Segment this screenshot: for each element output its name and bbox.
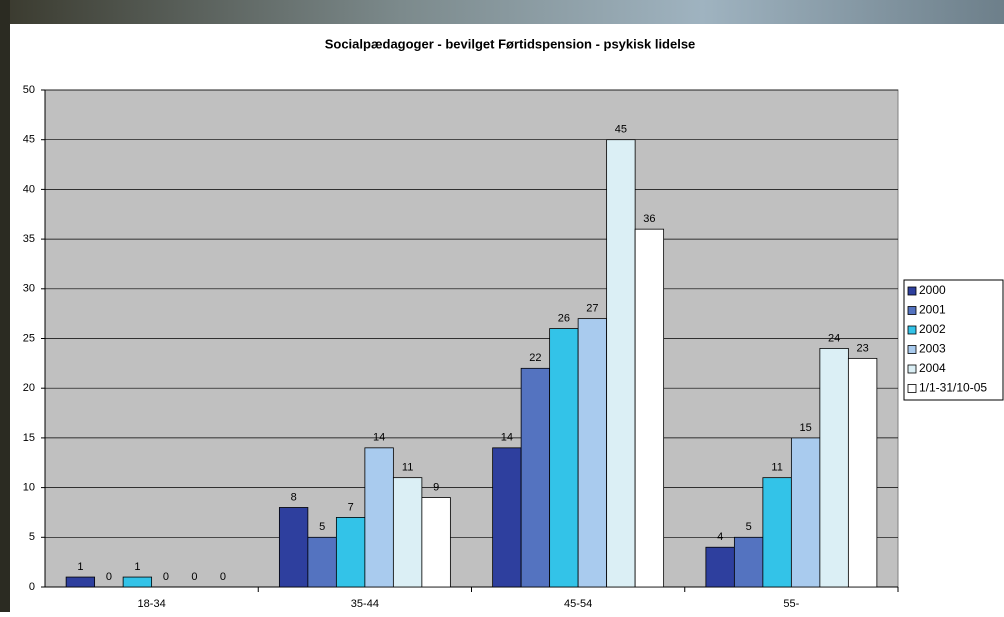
bar (308, 537, 337, 587)
x-tick-label: 55- (783, 598, 799, 610)
data-label: 27 (586, 303, 598, 315)
y-tick-label: 5 (29, 531, 35, 543)
bar (123, 577, 152, 587)
y-tick-label: 50 (23, 84, 35, 96)
chart: Socialpædagoger - bevilget Førtidspensio… (0, 0, 1004, 612)
x-tick-label: 35-44 (351, 598, 379, 610)
data-label: 8 (291, 491, 297, 503)
data-label: 11 (771, 462, 782, 474)
bar (848, 358, 877, 587)
legend-label: 2000 (919, 283, 946, 297)
bar (493, 448, 522, 587)
data-label: 14 (501, 432, 513, 444)
bar (734, 537, 763, 587)
legend-label: 2003 (919, 342, 946, 356)
bar (521, 368, 550, 587)
legend-swatch (908, 287, 916, 295)
bar (365, 448, 394, 587)
bar (66, 577, 95, 587)
y-tick-label: 40 (23, 183, 35, 195)
data-label: 1 (134, 561, 140, 573)
data-label: 5 (319, 521, 325, 533)
bar (550, 329, 579, 587)
bar (791, 438, 820, 587)
data-label: 22 (529, 352, 541, 364)
bar (607, 140, 636, 587)
data-label: 26 (558, 312, 570, 324)
data-label: 24 (828, 332, 840, 344)
data-label: 11 (402, 462, 413, 474)
data-label: 5 (746, 521, 752, 533)
bar (393, 478, 422, 587)
y-tick-label: 10 (23, 482, 35, 494)
data-label: 15 (800, 422, 812, 434)
data-label: 36 (643, 213, 655, 225)
y-tick-label: 30 (23, 283, 35, 295)
bar (763, 478, 792, 587)
data-label: 23 (857, 342, 869, 354)
legend-label: 2002 (919, 322, 946, 336)
chart-title: Socialpædagoger - bevilget Førtidspensio… (325, 36, 696, 51)
data-label: 14 (373, 432, 385, 444)
legend-swatch (908, 346, 916, 354)
data-label: 7 (348, 501, 354, 513)
y-tick-label: 45 (23, 134, 35, 146)
data-label: 4 (717, 531, 723, 543)
legend-swatch (908, 326, 916, 334)
bar (336, 517, 365, 587)
data-label: 9 (433, 481, 439, 493)
bar (279, 507, 308, 587)
legend-swatch (908, 307, 916, 315)
background-photo (0, 0, 10, 612)
background-photo (0, 0, 1004, 24)
data-label: 0 (106, 571, 112, 583)
y-tick-label: 25 (23, 332, 35, 344)
legend-label: 2004 (919, 361, 946, 375)
x-tick-label: 18-34 (138, 598, 166, 610)
bar (422, 498, 451, 587)
data-label: 1 (77, 561, 83, 573)
page: Socialpædagoger - bevilget Førtidspensio… (0, 0, 1004, 612)
y-tick-label: 35 (23, 233, 35, 245)
bar (635, 229, 664, 587)
data-label: 0 (163, 571, 169, 583)
data-label: 0 (220, 571, 226, 583)
y-tick-label: 0 (29, 581, 35, 593)
y-tick-label: 20 (23, 382, 35, 394)
legend-label: 2001 (919, 303, 946, 317)
legend-label: 1/1-31/10-05 (919, 381, 987, 395)
data-label: 45 (615, 124, 627, 136)
bar (820, 348, 849, 587)
bar (706, 547, 735, 587)
bar (578, 319, 607, 587)
x-tick-label: 45-54 (564, 598, 592, 610)
legend-swatch (908, 365, 916, 373)
data-label: 0 (191, 571, 197, 583)
legend-swatch (908, 385, 916, 393)
y-tick-label: 15 (23, 432, 35, 444)
